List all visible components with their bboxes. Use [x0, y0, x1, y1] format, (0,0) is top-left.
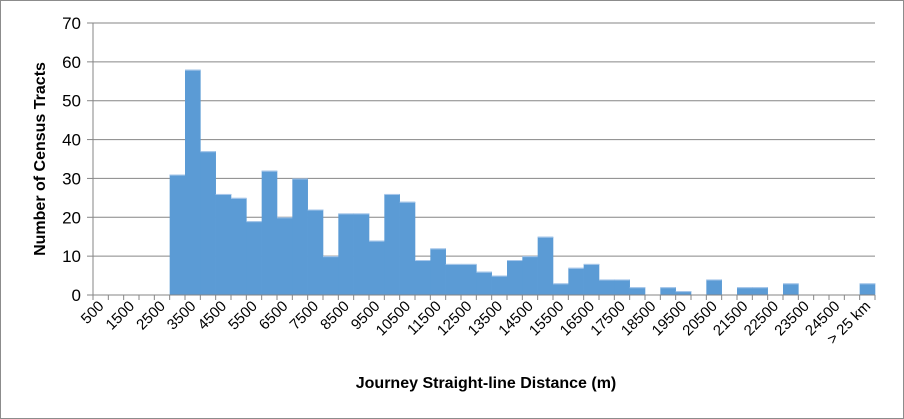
histogram-bar — [783, 283, 799, 295]
histogram-bar — [307, 209, 324, 295]
histogram-bar — [629, 287, 646, 295]
histogram-bar — [200, 151, 216, 295]
histogram-bar — [369, 240, 385, 295]
histogram-bar — [292, 178, 308, 295]
histogram-bar — [231, 197, 247, 295]
bars — [169, 69, 876, 295]
y-tick-labels: 0 10 20 30 40 50 60 70 — [62, 14, 81, 305]
x-tick-labels: 5001500250035004500550065007500850095001… — [78, 298, 874, 348]
x-tick-label: 7500 — [287, 298, 323, 334]
y-tick-label: 50 — [62, 92, 81, 111]
histogram-bar — [215, 193, 232, 295]
histogram-bar — [384, 193, 400, 295]
histogram-bar — [737, 287, 753, 295]
axes — [92, 23, 876, 300]
x-tick-label: 2500 — [133, 298, 169, 334]
x-tick-label: 5500 — [225, 298, 261, 334]
x-tick-label: 3500 — [164, 298, 200, 334]
histogram-bar — [660, 287, 676, 295]
histogram-bar — [323, 256, 339, 295]
x-tick-label: 4500 — [195, 298, 231, 334]
y-axis-title: Number of Census Tracts — [32, 62, 49, 256]
y-tick-label: 70 — [62, 14, 81, 33]
histogram-bar — [537, 236, 554, 295]
histogram-bar — [491, 275, 508, 295]
histogram-bar — [752, 287, 768, 295]
histogram-bar — [461, 263, 477, 295]
y-tick-label: 20 — [62, 208, 81, 227]
histogram-bar — [583, 263, 600, 295]
x-axis-title: Journey Straight-line Distance (m) — [356, 375, 617, 392]
y-tick-label: 0 — [72, 286, 81, 305]
histogram-bar — [261, 170, 278, 295]
y-tick-label: 10 — [62, 247, 81, 266]
y-tick-label: 40 — [62, 131, 81, 150]
histogram-bar — [338, 213, 354, 295]
histogram-bar — [599, 279, 615, 295]
histogram-bar — [568, 267, 584, 295]
histogram-bar — [277, 217, 293, 295]
histogram-bar — [445, 263, 462, 295]
histogram-bar — [476, 271, 492, 295]
histogram-bar — [353, 213, 370, 295]
histogram-bar — [522, 256, 538, 295]
x-tick-label: 6500 — [256, 298, 292, 334]
histogram-bar — [507, 260, 523, 295]
histogram-bar — [246, 221, 262, 295]
histogram-bar — [169, 174, 186, 295]
x-tick-label: 10500 — [373, 298, 415, 340]
histogram-bar — [415, 260, 431, 295]
histogram-bar — [675, 291, 692, 295]
x-tick-label: 1500 — [103, 298, 139, 334]
x-tick-label: 8500 — [317, 298, 353, 334]
histogram-bar — [430, 248, 446, 295]
histogram-bar — [706, 279, 722, 295]
histogram-bar — [614, 279, 630, 295]
y-tick-label: 60 — [62, 53, 81, 72]
y-tick-label: 30 — [62, 169, 81, 188]
histogram-bar — [553, 283, 569, 295]
histogram-bar — [859, 283, 876, 295]
histogram-bar — [185, 69, 201, 295]
histogram-bar — [399, 201, 416, 295]
